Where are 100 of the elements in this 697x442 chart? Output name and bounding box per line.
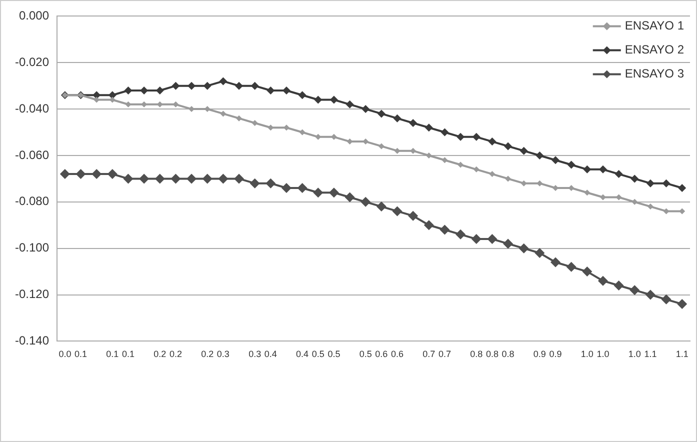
point	[330, 96, 338, 104]
x-tick-label: 0.2	[154, 349, 166, 360]
point	[92, 169, 102, 180]
point	[156, 86, 164, 94]
point	[424, 124, 433, 132]
x-tick-label: 0.7	[422, 349, 436, 360]
x-tick-label: 0.8	[486, 349, 498, 360]
x-tick-label: 0.3	[216, 349, 230, 360]
point	[360, 196, 371, 207]
x-tick-label: 1.1	[676, 349, 688, 360]
point	[645, 290, 656, 300]
point	[630, 174, 639, 183]
point	[504, 142, 512, 150]
point	[76, 169, 86, 180]
x-tick-label: 1.0	[596, 349, 610, 360]
point	[393, 114, 402, 122]
y-tick-label: -0.100	[14, 240, 50, 255]
point	[487, 234, 498, 244]
point	[677, 299, 688, 310]
point	[503, 238, 514, 249]
y-tick-label: -0.020	[14, 54, 50, 69]
point	[551, 156, 560, 164]
point	[377, 110, 386, 118]
point	[582, 266, 592, 277]
y-tick-label: -0.120	[14, 287, 50, 302]
point	[123, 174, 134, 184]
point	[550, 257, 560, 268]
point	[471, 234, 482, 244]
x-tick-label: 0.5	[328, 349, 340, 360]
point	[566, 262, 576, 272]
point	[250, 178, 260, 188]
x-tick-label: 0.4	[296, 349, 309, 360]
point	[313, 188, 324, 198]
point	[662, 179, 670, 188]
point	[250, 82, 259, 90]
point	[489, 171, 496, 178]
point	[456, 132, 465, 141]
point	[266, 86, 275, 94]
point	[186, 174, 197, 184]
x-tick-label: 0.4	[264, 349, 277, 360]
point	[219, 77, 228, 86]
y-tick-label: -0.080	[14, 194, 50, 208]
point	[298, 91, 306, 100]
x-tick-label: 0.9	[533, 349, 546, 360]
point	[598, 276, 608, 286]
point	[632, 198, 638, 205]
x-tick-label: 0.8	[470, 349, 483, 360]
point	[220, 110, 226, 117]
point	[409, 118, 418, 127]
x-tick-label: 0.6	[375, 349, 388, 360]
point	[518, 243, 529, 254]
point	[297, 182, 308, 193]
y-tick-label: 0.000	[18, 8, 50, 23]
point	[647, 204, 654, 210]
point	[392, 206, 402, 216]
point	[630, 285, 640, 296]
point	[172, 82, 180, 90]
point	[252, 120, 258, 126]
point	[488, 138, 496, 146]
x-tick-label: 1.0	[628, 349, 641, 360]
point	[505, 176, 512, 182]
point	[584, 190, 590, 196]
point	[442, 157, 448, 164]
point	[218, 174, 228, 184]
point	[234, 174, 244, 184]
x-tick-label: 0.1	[122, 349, 134, 360]
x-tick-label: 0.0	[58, 349, 72, 360]
point	[520, 146, 528, 155]
point	[188, 82, 196, 90]
point	[472, 132, 480, 141]
point	[456, 229, 466, 240]
point	[362, 105, 370, 114]
x-tick-label: 0.8	[502, 349, 514, 360]
point	[124, 86, 132, 94]
point	[202, 174, 212, 184]
point	[378, 143, 384, 150]
point	[236, 115, 242, 122]
point	[598, 165, 607, 174]
point	[235, 82, 244, 90]
point	[266, 178, 276, 188]
legend-label: ENSAYO 2	[624, 42, 684, 57]
point	[314, 96, 322, 104]
point	[567, 160, 576, 169]
point	[346, 100, 354, 108]
point	[328, 188, 339, 198]
x-tick-label: 0.9	[549, 349, 562, 360]
point	[424, 220, 434, 230]
point	[203, 82, 212, 90]
point	[534, 248, 545, 258]
legend-label: ENSAYO 3	[624, 66, 684, 81]
x-tick-label: 0.5	[312, 349, 324, 360]
x-tick-label: 0.2	[169, 349, 182, 360]
legend-label: ENSAYO 1	[624, 18, 684, 33]
x-tick-label: 0.1	[74, 349, 88, 360]
point	[646, 179, 654, 188]
point	[440, 128, 449, 136]
point	[281, 182, 292, 193]
point	[154, 174, 165, 184]
point	[614, 280, 624, 290]
point	[614, 170, 623, 178]
